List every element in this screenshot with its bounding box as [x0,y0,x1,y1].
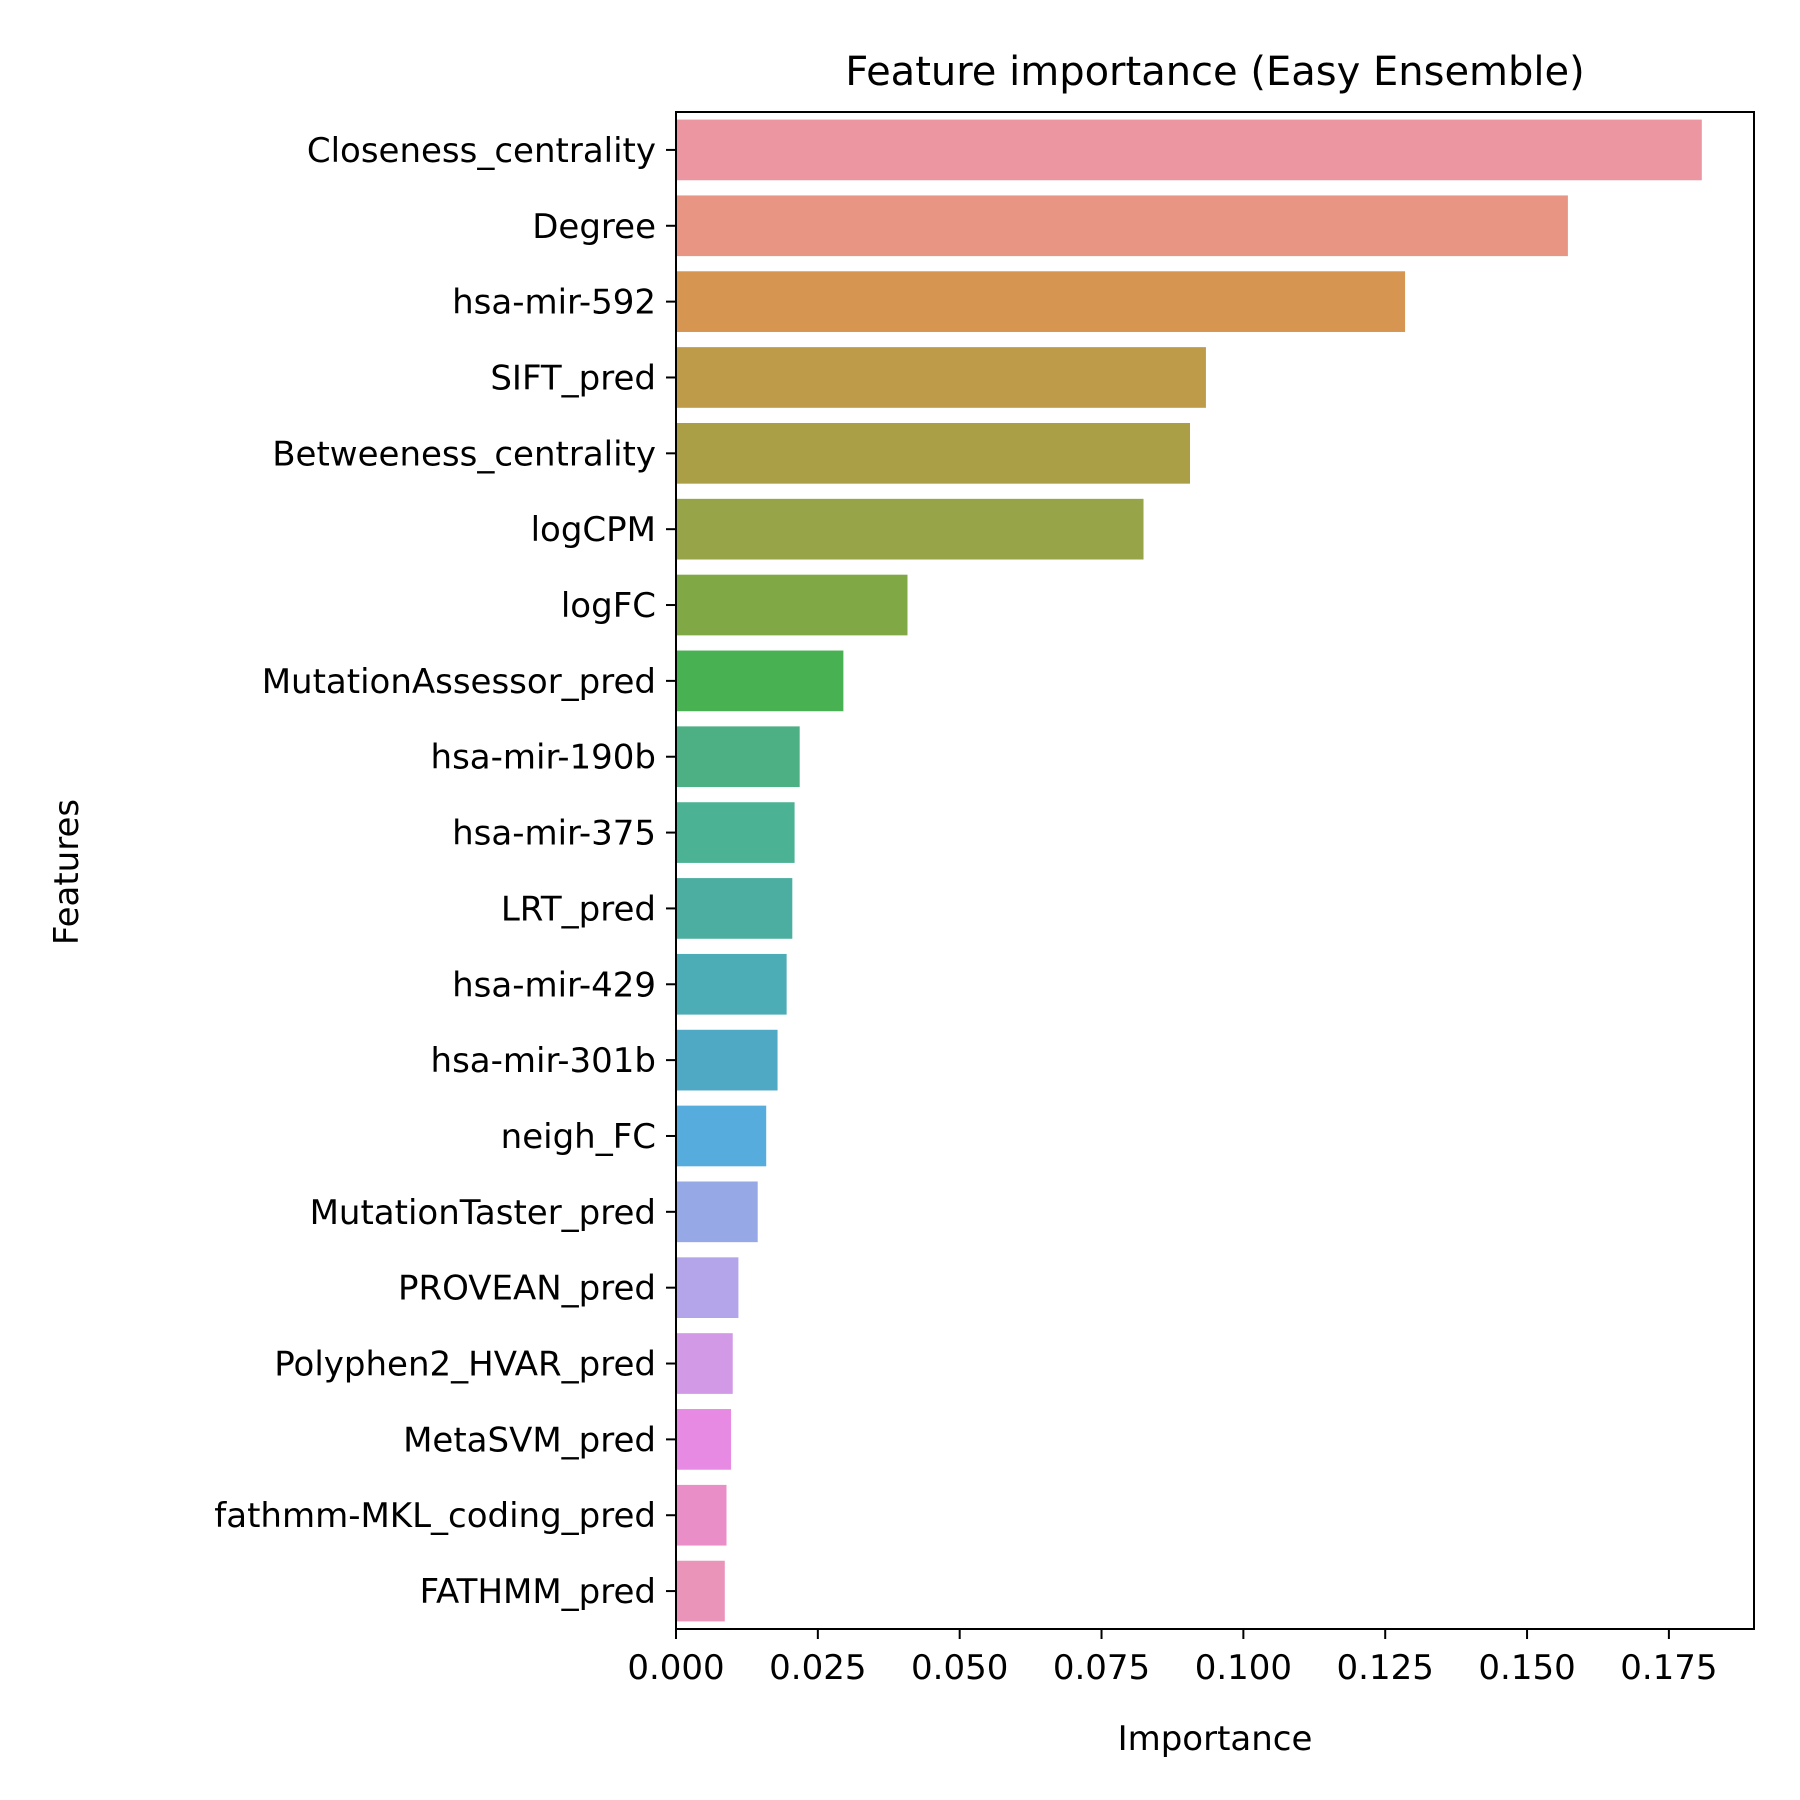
y-tick-label: SIFT_pred [490,358,656,398]
y-tick-label: hsa-mir-190b [431,738,656,778]
bar-Polyphen2_HVAR_pred [676,1333,733,1394]
bar-Degree [676,195,1568,257]
x-tick-label: 0.050 [911,1648,1008,1688]
y-tick-label: hsa-mir-375 [452,814,656,854]
x-tick-label: 0.075 [1053,1648,1150,1688]
y-tick-label: neigh_FC [501,1117,656,1157]
y-tick-label: hsa-mir-301b [431,1041,656,1081]
y-tick-label: logCPM [531,510,656,550]
bar-hsa-mir-301b [676,1029,778,1091]
bar-neigh_FC [676,1105,767,1167]
bar-Betweeness_centrality [676,422,1191,484]
bar-MutationAssessor_pred [676,650,844,712]
bar-logFC [676,574,908,636]
bar-MetaSVM_pred [676,1409,732,1470]
bar-SIFT_pred [676,347,1206,408]
y-tick-label: Polyphen2_HVAR_pred [274,1345,656,1385]
y-tick-label: MutationTaster_pred [310,1193,656,1233]
bar-hsa-mir-429 [676,953,787,1015]
bar-MutationTaster_pred [676,1181,758,1243]
y-tick-label: fathmm-MKL_coding_pred [214,1496,656,1536]
y-tick-label: Closeness_centrality [307,131,656,171]
bar-PROVEAN_pred [676,1257,739,1319]
bar-LRT_pred [676,878,793,939]
bar-FATHMM_pred [676,1560,725,1622]
x-axis-label: Importance [1118,1719,1313,1759]
bars-group [676,119,1702,1622]
bar-hsa-mir-592 [676,271,1406,332]
y-tick-label: PROVEAN_pred [398,1269,656,1309]
x-tick-label: 0.000 [627,1648,724,1688]
y-axis-ticks: Closeness_centrality Degree hsa-mir-592 SIF… [214,131,676,1612]
bar-fathmm-MKL_coding_pred [676,1484,727,1546]
x-axis-ticks: 0.000 0.025 0.050 0.075 0.100 0.125 0.150 0.175 [627,1629,1718,1688]
y-tick-label: Degree [532,207,656,247]
x-tick-label: 0.175 [1620,1648,1717,1688]
bar-hsa-mir-375 [676,802,795,863]
y-axis-label: Features [47,799,87,945]
x-tick-label: 0.100 [1195,1648,1292,1688]
x-tick-label: 0.150 [1478,1648,1575,1688]
x-tick-label: 0.025 [769,1648,866,1688]
y-tick-label: MetaSVM_pred [403,1420,656,1460]
y-tick-label: LRT_pred [501,889,656,929]
y-tick-label: hsa-mir-592 [452,283,656,323]
bar-logCPM [676,498,1144,560]
bar-hsa-mir-190b [676,726,800,788]
y-tick-label: hsa-mir-429 [452,965,656,1005]
bar-Closeness_centrality [676,119,1702,181]
x-tick-label: 0.125 [1337,1648,1434,1688]
y-tick-label: FATHMM_pred [420,1572,656,1612]
y-tick-label: MutationAssessor_pred [262,662,656,702]
y-tick-label: Betweeness_centrality [272,434,656,474]
chart-title: Feature importance (Easy Ensemble) [845,49,1585,95]
y-tick-label: logFC [561,586,656,626]
plot-frame [675,111,1755,1630]
